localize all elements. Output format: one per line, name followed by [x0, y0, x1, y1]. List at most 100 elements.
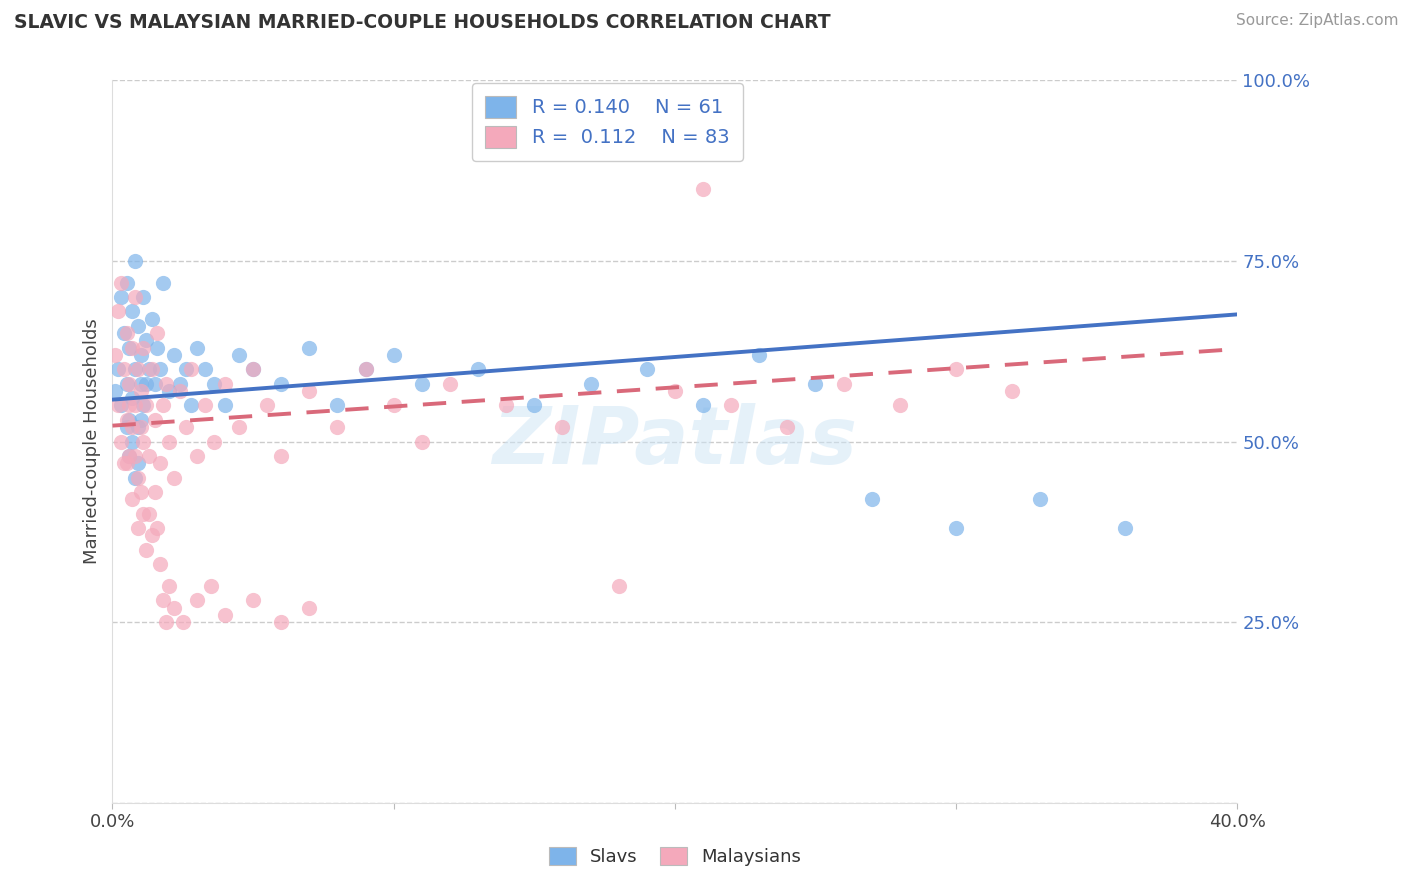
Point	[138, 449, 160, 463]
Point	[607, 579, 630, 593]
Point	[945, 362, 967, 376]
Point	[135, 334, 157, 348]
Point	[382, 348, 405, 362]
Point	[832, 376, 855, 391]
Point	[163, 470, 186, 484]
Point	[194, 398, 217, 412]
Point	[127, 362, 149, 376]
Point	[146, 521, 169, 535]
Point	[242, 593, 264, 607]
Point	[110, 398, 132, 412]
Point	[118, 398, 141, 412]
Point	[298, 384, 321, 398]
Point	[127, 470, 149, 484]
Point	[152, 276, 174, 290]
Point	[121, 434, 143, 449]
Point	[141, 528, 163, 542]
Point	[110, 290, 132, 304]
Text: SLAVIC VS MALAYSIAN MARRIED-COUPLE HOUSEHOLDS CORRELATION CHART: SLAVIC VS MALAYSIAN MARRIED-COUPLE HOUSE…	[14, 13, 831, 32]
Point	[143, 376, 166, 391]
Point	[112, 362, 135, 376]
Point	[115, 276, 138, 290]
Point	[143, 413, 166, 427]
Point	[382, 398, 405, 412]
Point	[172, 615, 194, 630]
Point	[132, 507, 155, 521]
Point	[127, 456, 149, 470]
Point	[202, 376, 225, 391]
Point	[115, 413, 138, 427]
Point	[107, 398, 129, 412]
Point	[124, 470, 146, 484]
Point	[326, 398, 349, 412]
Point	[186, 449, 208, 463]
Point	[163, 600, 186, 615]
Point	[115, 420, 138, 434]
Point	[132, 434, 155, 449]
Point	[214, 376, 236, 391]
Point	[804, 376, 827, 391]
Point	[214, 398, 236, 412]
Point	[228, 348, 250, 362]
Point	[146, 341, 169, 355]
Point	[129, 348, 152, 362]
Point	[138, 362, 160, 376]
Point	[579, 376, 602, 391]
Point	[149, 362, 172, 376]
Point	[104, 348, 127, 362]
Point	[141, 362, 163, 376]
Point	[124, 449, 146, 463]
Point	[118, 449, 141, 463]
Point	[138, 507, 160, 521]
Point	[186, 593, 208, 607]
Point	[776, 420, 799, 434]
Point	[107, 304, 129, 318]
Point	[636, 362, 658, 376]
Point	[124, 362, 146, 376]
Point	[174, 420, 197, 434]
Point	[121, 391, 143, 405]
Point	[124, 290, 146, 304]
Point	[129, 420, 152, 434]
Point	[118, 341, 141, 355]
Point	[121, 304, 143, 318]
Point	[664, 384, 686, 398]
Point	[194, 362, 217, 376]
Point	[127, 318, 149, 333]
Point	[889, 398, 911, 412]
Point	[155, 376, 177, 391]
Point	[149, 558, 172, 572]
Point	[127, 420, 149, 434]
Point	[242, 362, 264, 376]
Point	[157, 579, 180, 593]
Point	[169, 376, 191, 391]
Point	[135, 398, 157, 412]
Point	[129, 485, 152, 500]
Point	[115, 376, 138, 391]
Text: Source: ZipAtlas.com: Source: ZipAtlas.com	[1236, 13, 1399, 29]
Point	[118, 376, 141, 391]
Point	[132, 398, 155, 412]
Point	[180, 362, 202, 376]
Point	[129, 384, 152, 398]
Point	[152, 593, 174, 607]
Point	[121, 341, 143, 355]
Legend: Slavs, Malaysians: Slavs, Malaysians	[541, 839, 808, 873]
Point	[748, 348, 770, 362]
Point	[270, 376, 292, 391]
Point	[107, 362, 129, 376]
Point	[720, 398, 742, 412]
Point	[326, 420, 349, 434]
Point	[242, 362, 264, 376]
Point	[1114, 521, 1136, 535]
Point	[121, 492, 143, 507]
Y-axis label: Married-couple Households: Married-couple Households	[83, 318, 101, 565]
Point	[186, 341, 208, 355]
Point	[692, 398, 714, 412]
Point	[118, 413, 141, 427]
Point	[495, 398, 517, 412]
Point	[523, 398, 546, 412]
Point	[110, 434, 132, 449]
Point	[121, 420, 143, 434]
Point	[256, 398, 278, 412]
